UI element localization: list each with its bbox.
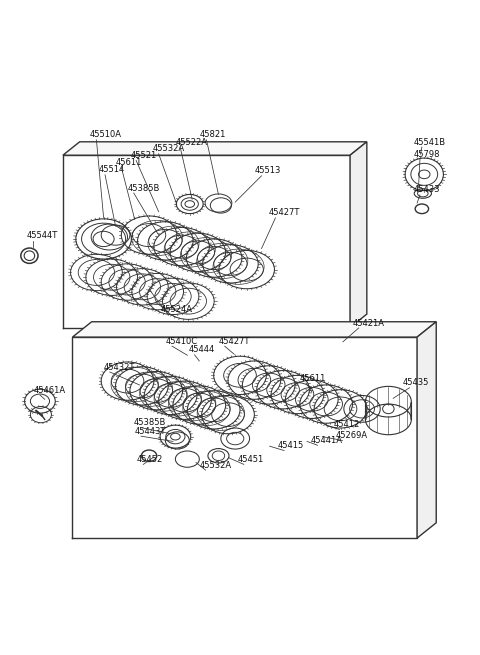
Text: 45269A: 45269A [336,431,368,440]
Text: 45427T: 45427T [218,337,250,346]
Text: 45514: 45514 [99,165,125,174]
Text: 45510A: 45510A [89,130,121,140]
Text: 45421A: 45421A [352,318,384,328]
Text: 45427T: 45427T [269,208,300,217]
Text: 45544T: 45544T [27,231,58,240]
Text: 45432T: 45432T [104,362,135,371]
Polygon shape [72,322,436,337]
Text: 45532A: 45532A [199,460,231,470]
Polygon shape [63,141,367,155]
Text: 45410C: 45410C [166,337,198,346]
Text: 45441A: 45441A [311,436,343,445]
Text: 45385B: 45385B [128,183,160,193]
Text: 45611: 45611 [116,158,142,166]
Text: 45452: 45452 [137,455,163,464]
Text: 45412: 45412 [333,420,360,429]
Polygon shape [417,322,436,538]
Text: 45443T: 45443T [135,426,166,436]
Text: 45522A: 45522A [175,138,207,147]
Polygon shape [350,141,367,328]
Text: 45798: 45798 [413,149,440,159]
Text: 45821: 45821 [199,130,226,140]
Text: 45385B: 45385B [134,418,166,427]
Text: 45433: 45433 [413,185,440,195]
Text: 45524A: 45524A [161,305,193,314]
Text: 45521: 45521 [131,151,157,160]
Text: 45532A: 45532A [153,144,185,153]
Text: 45415: 45415 [277,441,303,450]
Text: 45451: 45451 [238,455,264,464]
Text: 45611: 45611 [300,373,326,383]
Text: 45435: 45435 [403,379,429,387]
Text: 45513: 45513 [254,166,281,176]
Text: 45444: 45444 [188,345,215,354]
Text: 45461A: 45461A [33,386,65,394]
Text: 45541B: 45541B [413,138,445,147]
